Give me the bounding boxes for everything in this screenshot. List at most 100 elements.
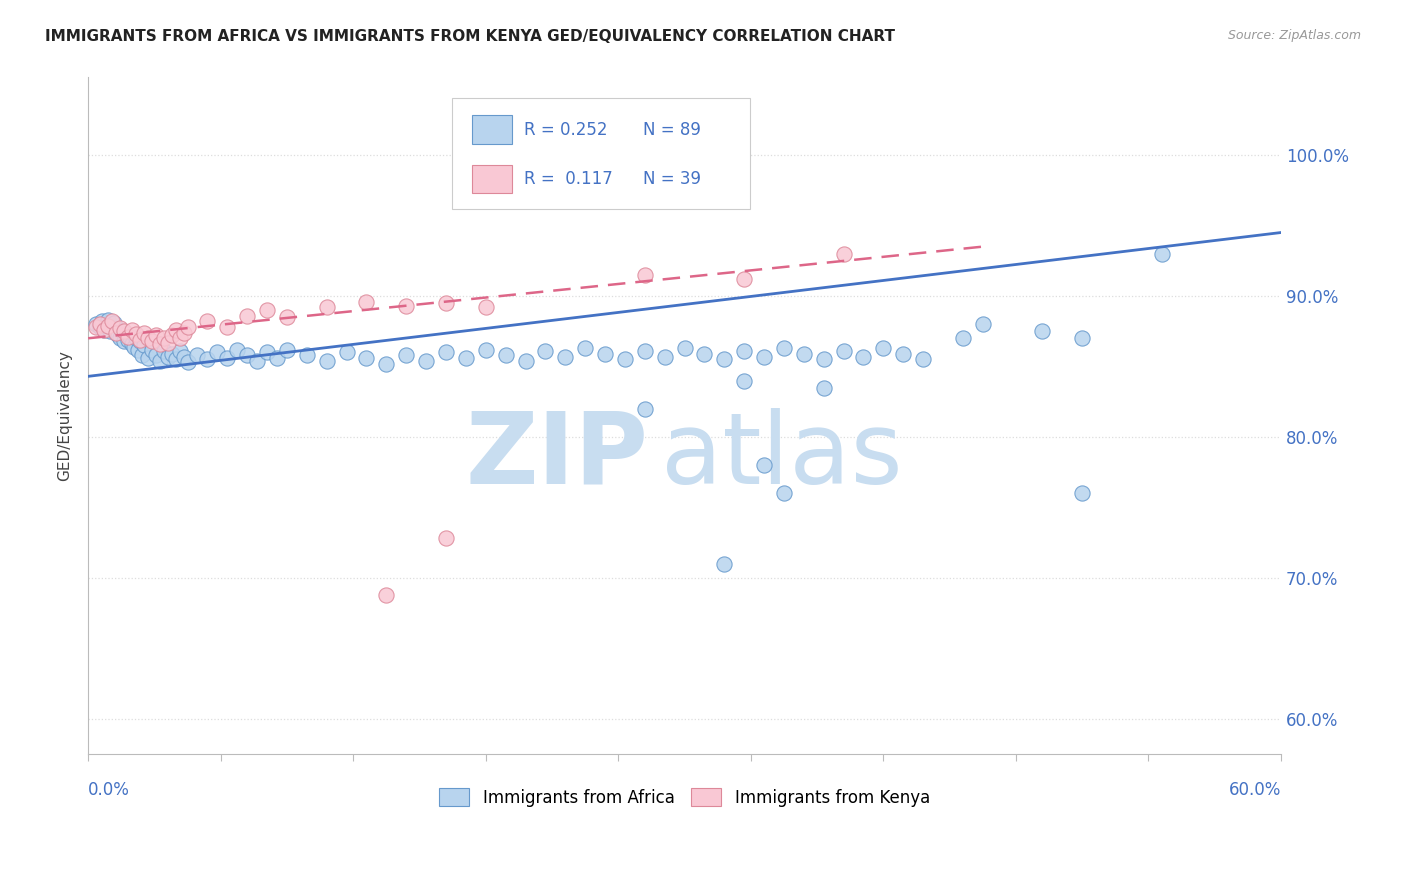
Point — [93, 323, 115, 337]
Point — [356, 294, 378, 309]
Point — [315, 354, 337, 368]
Point — [276, 343, 298, 357]
Point — [97, 318, 120, 333]
Point — [217, 351, 239, 365]
Text: IMMIGRANTS FROM AFRICA VS IMMIGRANTS FROM KENYA GED/EQUIVALENCY CORRELATION CHAR: IMMIGRANTS FROM AFRICA VS IMMIGRANTS FRO… — [45, 29, 896, 44]
Text: R =  0.117: R = 0.117 — [523, 170, 612, 188]
Point — [141, 334, 163, 348]
Point — [169, 331, 191, 345]
Point — [256, 345, 278, 359]
Point — [165, 323, 187, 337]
Point — [93, 323, 115, 337]
Point — [132, 338, 155, 352]
Point — [534, 343, 557, 358]
Point — [112, 324, 135, 338]
Point — [813, 381, 835, 395]
Point — [121, 323, 143, 337]
Point — [149, 354, 172, 368]
Point — [104, 326, 127, 340]
Point — [104, 326, 127, 340]
Point — [117, 333, 139, 347]
Point — [141, 343, 163, 357]
Point — [634, 343, 657, 358]
Point — [145, 348, 167, 362]
Point — [395, 299, 418, 313]
Point — [217, 320, 239, 334]
Point — [395, 348, 418, 362]
Point — [160, 347, 183, 361]
Point — [693, 347, 716, 361]
Point — [375, 357, 398, 371]
Point — [165, 352, 187, 367]
Point — [912, 352, 935, 367]
Point — [176, 320, 198, 334]
Point — [111, 324, 134, 338]
Point — [101, 321, 124, 335]
Point — [173, 326, 195, 340]
Point — [773, 486, 796, 500]
Point — [107, 328, 129, 343]
Point — [156, 335, 179, 350]
Point — [197, 314, 219, 328]
Point — [415, 354, 437, 368]
Point — [156, 350, 179, 364]
Point — [593, 347, 616, 361]
Point — [891, 347, 914, 361]
Point — [125, 326, 148, 341]
Point — [152, 331, 174, 345]
Point — [115, 326, 138, 341]
Point — [122, 340, 145, 354]
Point — [495, 348, 517, 362]
Y-axis label: GED/Equivalency: GED/Equivalency — [58, 351, 72, 482]
Point — [207, 345, 229, 359]
Point — [1071, 331, 1094, 345]
Point — [246, 354, 269, 368]
Point — [713, 557, 735, 571]
Point — [89, 317, 111, 331]
Point — [276, 310, 298, 325]
Point — [125, 331, 148, 345]
Point — [454, 351, 477, 365]
Point — [654, 350, 676, 364]
Point — [101, 314, 124, 328]
Point — [634, 401, 657, 416]
Point — [872, 341, 894, 355]
Point — [84, 317, 107, 331]
Point — [136, 351, 159, 365]
Point — [295, 348, 318, 362]
Text: 0.0%: 0.0% — [89, 781, 129, 799]
Point — [515, 354, 537, 368]
Point — [972, 317, 994, 331]
Point — [1031, 324, 1053, 338]
Point — [98, 324, 121, 338]
Point — [236, 348, 259, 362]
Point — [128, 333, 150, 347]
Text: N = 89: N = 89 — [643, 120, 700, 138]
Text: R = 0.252: R = 0.252 — [523, 120, 607, 138]
Point — [673, 341, 696, 355]
Point — [84, 320, 107, 334]
Point — [128, 334, 150, 348]
Point — [121, 337, 143, 351]
Point — [793, 347, 815, 361]
Point — [952, 331, 974, 345]
Point — [132, 326, 155, 340]
Point — [832, 343, 855, 358]
Point — [160, 328, 183, 343]
Point — [852, 350, 875, 364]
Point — [752, 350, 775, 364]
Point — [118, 330, 141, 344]
Point — [434, 345, 457, 359]
Point — [256, 303, 278, 318]
Point — [112, 334, 135, 348]
Point — [315, 300, 337, 314]
Point — [634, 268, 657, 282]
Point — [226, 343, 249, 357]
Point — [236, 309, 259, 323]
Point — [574, 341, 596, 355]
Text: atlas: atlas — [661, 408, 903, 505]
Point — [752, 458, 775, 472]
Point — [136, 331, 159, 345]
Point — [131, 348, 153, 362]
Point — [356, 351, 378, 365]
